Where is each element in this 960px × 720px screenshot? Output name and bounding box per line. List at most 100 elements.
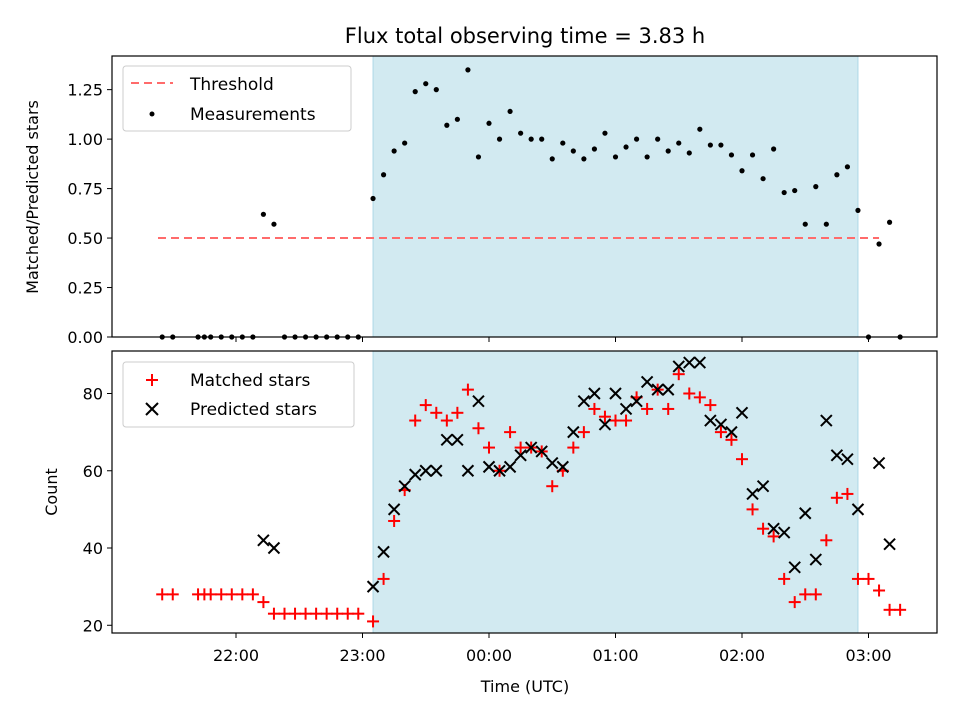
measurement-point bbox=[465, 67, 471, 73]
predicted-point bbox=[746, 487, 759, 501]
predicted-point bbox=[588, 387, 601, 400]
measurement-point bbox=[602, 130, 608, 136]
measurement-point bbox=[612, 154, 619, 160]
legend-matched-swatch bbox=[146, 374, 158, 386]
matched-point bbox=[672, 368, 685, 381]
matched-points bbox=[156, 368, 907, 628]
matched-point bbox=[331, 607, 344, 620]
predicted-point bbox=[514, 449, 527, 462]
matched-point bbox=[215, 588, 228, 601]
predicted-point bbox=[640, 375, 654, 389]
legend-threshold-label: Threshold bbox=[189, 75, 274, 95]
matched-point bbox=[461, 383, 474, 396]
measurement-point bbox=[707, 142, 713, 148]
predicted-point bbox=[546, 456, 559, 470]
matched-point bbox=[483, 441, 495, 454]
matched-point bbox=[609, 414, 622, 427]
matched-point bbox=[546, 480, 559, 493]
predicted-point bbox=[704, 414, 717, 427]
measurement-point bbox=[676, 140, 682, 146]
predicted-point bbox=[472, 395, 485, 408]
matched-point bbox=[320, 607, 333, 620]
measurement-point bbox=[475, 154, 482, 160]
predicted-point bbox=[598, 418, 612, 431]
predicted-point bbox=[398, 479, 411, 493]
matched-point bbox=[862, 572, 875, 585]
predicted-point bbox=[841, 452, 854, 466]
matched-point bbox=[278, 607, 291, 620]
predicted-point bbox=[735, 406, 749, 420]
predicted-point bbox=[756, 479, 770, 493]
matched-point bbox=[409, 414, 422, 427]
predicted-point bbox=[440, 433, 454, 447]
measurement-point bbox=[402, 140, 408, 146]
predicted-point bbox=[725, 425, 738, 439]
matched-point bbox=[788, 596, 801, 609]
measurement-point bbox=[792, 187, 798, 194]
measurement-point bbox=[739, 168, 745, 174]
measurement-point bbox=[549, 156, 555, 162]
count-x-ticks: 22:00 23:00 00:00 01:00 02:00 03:00 bbox=[213, 633, 892, 665]
measurement-point bbox=[271, 221, 277, 227]
predicted-point bbox=[556, 460, 569, 474]
predicted-point bbox=[524, 441, 538, 454]
matched-point bbox=[577, 426, 590, 439]
matched-point bbox=[246, 588, 259, 601]
measurement-point bbox=[380, 172, 387, 178]
predicted-point bbox=[830, 449, 844, 462]
measurement-points bbox=[159, 67, 903, 340]
y-tick-label: 20 bbox=[83, 616, 103, 635]
y-tick-label: 0.50 bbox=[67, 229, 103, 248]
measurement-point bbox=[844, 164, 851, 170]
measurement-point bbox=[486, 120, 492, 126]
measurement-point bbox=[507, 108, 513, 115]
predicted-point bbox=[419, 464, 432, 477]
matched-point bbox=[430, 406, 443, 419]
measurement-point bbox=[391, 148, 397, 154]
y-tick-label: 0.75 bbox=[67, 180, 103, 199]
legend-predicted-swatch bbox=[145, 402, 159, 416]
observing-interval bbox=[372, 55, 859, 338]
predicted-point bbox=[257, 534, 270, 547]
measurement-point bbox=[412, 89, 418, 95]
legend-measurements-label: Measurements bbox=[190, 105, 316, 125]
observing-band bbox=[372, 55, 859, 338]
observing-interval bbox=[372, 350, 859, 634]
predicted-point bbox=[662, 383, 675, 396]
predicted-point bbox=[609, 387, 622, 400]
matched-point bbox=[514, 441, 527, 454]
matched-point bbox=[588, 402, 601, 415]
matched-point bbox=[289, 607, 302, 620]
count-y-label: Count bbox=[42, 468, 61, 516]
measurement-point bbox=[760, 176, 766, 182]
matched-point bbox=[440, 414, 453, 427]
measurement-point bbox=[876, 241, 882, 247]
matched-point bbox=[873, 584, 886, 597]
measurement-point bbox=[718, 142, 724, 148]
measurement-point bbox=[260, 211, 267, 217]
x-tick-label: 00:00 bbox=[466, 646, 512, 665]
count-plot-frame bbox=[111, 350, 938, 634]
predicted-point bbox=[683, 356, 696, 369]
measurement-point bbox=[528, 136, 534, 142]
y-tick-label: 1.00 bbox=[67, 130, 103, 149]
measurement-point bbox=[444, 122, 450, 128]
matched-point bbox=[714, 426, 727, 439]
count-y-ticks: 20 40 60 80 bbox=[83, 384, 112, 635]
ratio-panel: 0.00 0.25 0.50 0.75 1.00 1.25 Matched/Predict… bbox=[23, 55, 938, 347]
measurement-point bbox=[591, 146, 598, 152]
matched-point bbox=[778, 572, 791, 585]
matched-point bbox=[725, 433, 738, 446]
chart-title: Flux total observing time = 3.83 h bbox=[345, 24, 705, 48]
measurement-point bbox=[771, 146, 777, 152]
matched-point bbox=[225, 588, 238, 601]
measurement-point bbox=[433, 87, 439, 93]
predicted-point bbox=[377, 545, 390, 559]
matched-point bbox=[567, 441, 580, 454]
predicted-point bbox=[672, 360, 685, 373]
predicted-point bbox=[503, 460, 517, 474]
predicted-point bbox=[693, 356, 707, 369]
ratio-y-ticks: 0.00 0.25 0.50 0.75 1.00 1.25 bbox=[67, 81, 112, 347]
